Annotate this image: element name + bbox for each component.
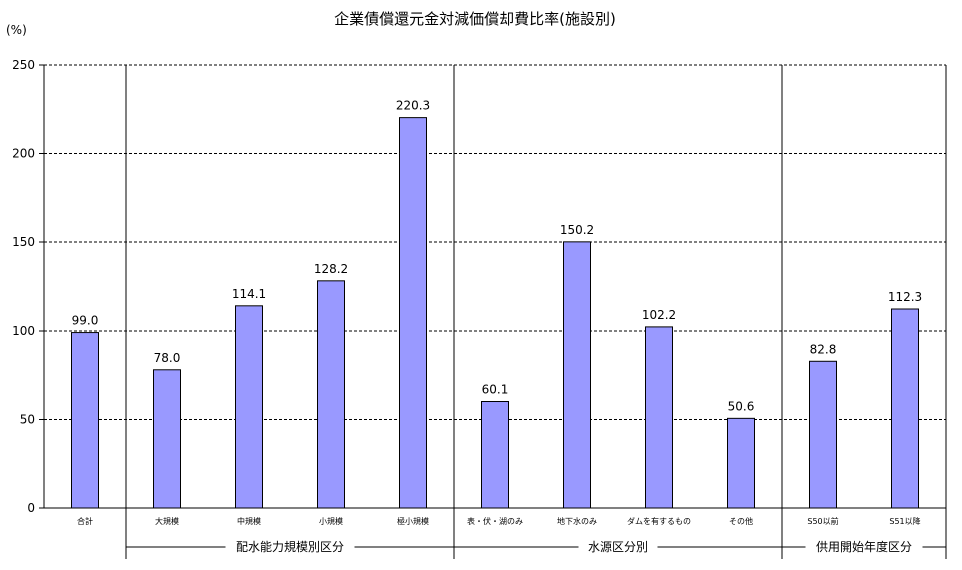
- y-tick-label: 0: [27, 501, 35, 515]
- group-label: 配水能力規模別区分: [236, 539, 344, 554]
- bar-value-label: 60.1: [482, 383, 509, 397]
- y-tick-label: 200: [12, 147, 35, 161]
- bar-value-label: 114.1: [232, 287, 266, 301]
- x-category-label: その他: [729, 516, 753, 526]
- x-category-label: 極小規模: [397, 516, 429, 526]
- bar-value-label: 82.8: [810, 342, 837, 356]
- bar: [809, 360, 837, 509]
- bar: [235, 305, 263, 509]
- y-axis-unit-label: (%): [6, 23, 27, 37]
- bar: [153, 369, 181, 509]
- x-category-label: 表・伏・湖のみ: [467, 516, 523, 526]
- x-category-label: 大規模: [155, 516, 179, 526]
- group-label: 水源区分別: [588, 540, 648, 554]
- x-category-label: S51以降: [889, 516, 920, 526]
- bar: [71, 332, 99, 509]
- bar-value-label: 102.2: [642, 308, 676, 322]
- axes: [39, 64, 947, 559]
- bar: [317, 280, 345, 509]
- bar-value-label: 50.6: [728, 399, 755, 413]
- x-category-label: 中規模: [237, 516, 261, 526]
- y-tick-label: 150: [12, 235, 35, 249]
- bar: [727, 417, 755, 509]
- x-category-label: 小規模: [319, 516, 343, 526]
- gridlines: [44, 64, 946, 420]
- y-tick-label: 250: [12, 58, 35, 72]
- bar-value-label: 99.0: [72, 314, 99, 328]
- y-tick-label: 50: [20, 412, 35, 426]
- bar: [481, 401, 509, 509]
- y-tick-label: 100: [12, 324, 35, 338]
- x-category-label: S50以前: [807, 516, 838, 526]
- bar: [563, 241, 591, 509]
- bar-value-label: 112.3: [888, 290, 922, 304]
- bar: [891, 308, 919, 509]
- labels: 0 50 100 150 200 250 配水能力規模別区分 水源区分別 供用開始年度区分 99.…: [12, 58, 922, 554]
- x-category-label: 合計: [77, 516, 93, 526]
- x-category-label: 地下水のみ: [557, 516, 597, 526]
- bar-value-label: 220.3: [396, 99, 430, 113]
- bar: [645, 326, 673, 509]
- bar-value-label: 128.2: [314, 262, 348, 276]
- bar: [399, 117, 427, 509]
- x-category-label: ダムを有するもの: [627, 516, 691, 526]
- bar-value-label: 150.2: [560, 223, 594, 237]
- group-label: 供用開始年度区分: [816, 539, 912, 554]
- bars: [71, 117, 919, 509]
- bar-value-label: 78.0: [154, 351, 181, 365]
- chart-title: 企業債償還元金対減価償却費比率(施設別): [334, 10, 616, 28]
